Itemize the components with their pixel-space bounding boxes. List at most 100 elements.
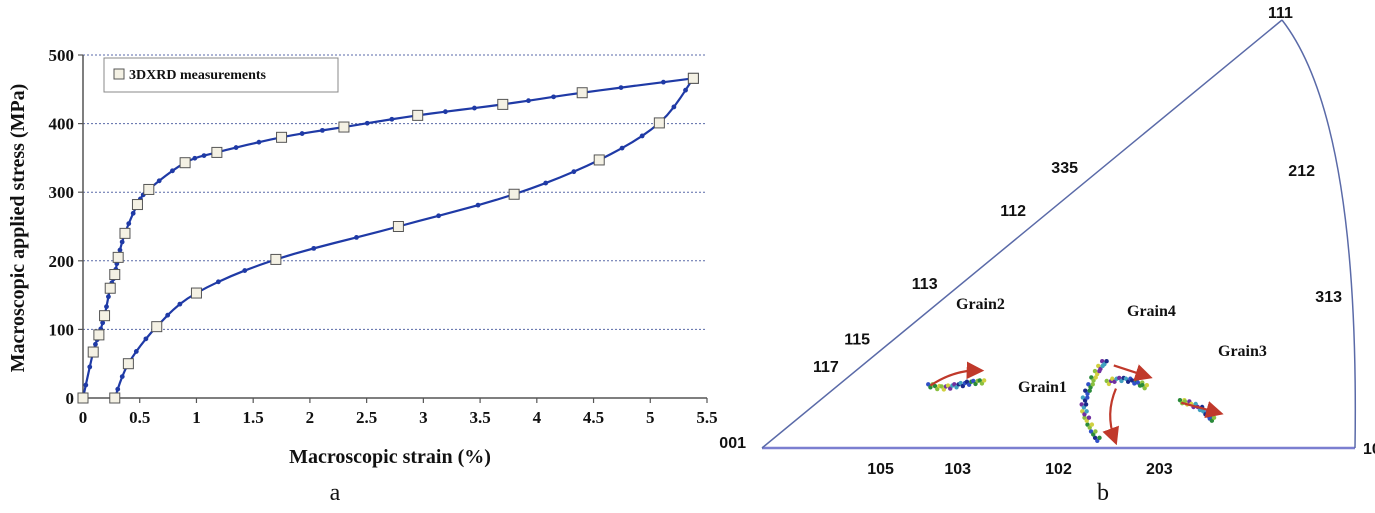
a-curve-dot	[443, 109, 448, 115]
a-measurement-marker	[338, 121, 350, 133]
b-orientation-point	[1090, 382, 1095, 387]
a-curve-dot	[117, 247, 123, 253]
a-curve-dot	[177, 301, 183, 307]
b-pole-label-313: 313	[1315, 289, 1342, 306]
a-curve-dot	[165, 312, 171, 318]
b-pole-labels: 001 101 111 117 115 113 112 335 105 103 102 203 212 3…	[719, 5, 1375, 478]
a-measurement-marker	[143, 183, 155, 195]
a-curve-dot	[215, 279, 221, 285]
a-curve-dot	[472, 105, 477, 111]
a-y-axis-label: Macroscopic applied stress (MPa)	[7, 84, 29, 373]
a-curve-dot	[192, 155, 198, 161]
b-orientation-point	[1097, 435, 1102, 441]
a-curve-dot	[639, 133, 645, 139]
a-measurement-marker	[576, 87, 588, 99]
b-pole-label-203: 203	[1146, 461, 1173, 478]
a-measurement-marker	[151, 321, 163, 333]
b-orientation-point	[1083, 402, 1089, 407]
a-measurement-marker	[508, 188, 520, 200]
b-pole-label-105: 105	[867, 461, 894, 478]
b-orientation-point	[981, 378, 987, 383]
a-curve-dot	[100, 320, 106, 326]
a-curve-dot	[389, 116, 395, 122]
b-orientation-point	[1093, 375, 1098, 380]
b-orientation-point	[1104, 359, 1109, 364]
a-measurement-marker	[392, 221, 404, 232]
a-curves	[80, 75, 696, 401]
b-grain-label: Grain1	[1018, 379, 1067, 396]
a-measurement-marker	[412, 109, 424, 121]
a-curve-dot	[526, 98, 531, 104]
a-curve-dot	[354, 234, 359, 240]
b-orientation-point	[1087, 388, 1092, 393]
a-curve-dot	[87, 364, 93, 370]
a-series-line-unloading	[113, 77, 695, 399]
b-trajectory-arrow	[1113, 364, 1153, 382]
b-grain-grain3: Grain3	[1177, 343, 1267, 423]
a-measurement-marker	[270, 253, 282, 265]
a-measurement-marker	[211, 146, 223, 158]
a-measurement-marker	[122, 358, 134, 370]
b-orientation-point	[1144, 382, 1150, 388]
b-pole-label-103: 103	[944, 461, 971, 478]
b-grain-grain1: Grain1	[1018, 359, 1119, 446]
a-curve-dot	[93, 341, 98, 347]
a-measurement-marker	[99, 310, 111, 322]
a-y-tick-label: 500	[49, 46, 75, 65]
a-legend-label: 3DXRD measurements	[129, 68, 267, 83]
b-orientation-point	[1089, 422, 1095, 427]
a-measurement-marker	[653, 117, 665, 129]
b-grain-trajectories: Grain1 Grain2 Grain3 Grain4	[926, 296, 1267, 446]
a-legend-box	[103, 57, 339, 93]
a-x-tick-label: 0	[79, 408, 88, 427]
a-curve-dot	[543, 180, 549, 186]
a-curve-dot	[619, 145, 625, 151]
a-y-tick-label: 400	[49, 115, 75, 134]
a-measurement-marker	[104, 282, 116, 294]
b-pole-label-102: 102	[1045, 461, 1072, 478]
a-curve-dot	[311, 245, 317, 251]
a-curve-dot	[256, 139, 262, 145]
b-orientation-point	[1084, 409, 1089, 414]
b-grain-grain2: Grain2	[926, 296, 1005, 392]
a-markers	[77, 72, 699, 404]
a-curve-dot	[551, 94, 556, 100]
b-panel-label: b	[1097, 480, 1109, 506]
a-x-tick-label: 4.5	[583, 408, 604, 427]
a-x-tick-labels: 0 0.5 1 1.5 2 2.5 3 3.5 4 4.5 5 5.5	[79, 398, 718, 427]
a-x-tick-label: 3.5	[469, 408, 490, 427]
a-x-tick-label: 3	[419, 408, 428, 427]
a-curve-dot	[104, 304, 109, 310]
a-curve-dot	[683, 87, 688, 93]
a-curve-dot	[475, 202, 481, 208]
b-pole-label-001: 001	[719, 435, 746, 452]
a-y-tick-label: 0	[66, 389, 75, 408]
a-curve-dot	[364, 120, 370, 126]
a-measurement-marker	[93, 329, 105, 341]
b-trajectory-arrow	[1102, 388, 1119, 446]
a-curve-dot	[156, 178, 162, 184]
a-curve-dot	[133, 349, 139, 354]
a-measurement-marker	[190, 287, 202, 299]
b-pole-label-117: 117	[813, 359, 839, 376]
a-measurement-marker	[497, 98, 509, 110]
a-curve-dot	[130, 210, 136, 216]
a-measurement-marker	[87, 346, 99, 358]
a-series-line-loading	[81, 77, 694, 399]
a-measurement-marker	[119, 227, 131, 239]
a-panel-label: a	[330, 480, 341, 506]
a-measurement-marker	[179, 157, 191, 169]
a-x-tick-label: 0.5	[129, 408, 150, 427]
a-curve-dot	[242, 268, 248, 273]
a-curve-dot	[319, 127, 325, 133]
b-pole-label-101: 101	[1363, 441, 1375, 458]
b-pole-label-112: 112	[1000, 203, 1026, 220]
a-x-tick-label: 1	[192, 408, 201, 427]
a-measurement-marker	[687, 72, 699, 84]
b-trajectory-arrow	[929, 361, 985, 387]
b-orientation-point	[1211, 415, 1217, 420]
a-curve-dot	[115, 386, 121, 392]
b-orientation-point	[1093, 429, 1098, 434]
a-legend-marker	[113, 68, 125, 80]
